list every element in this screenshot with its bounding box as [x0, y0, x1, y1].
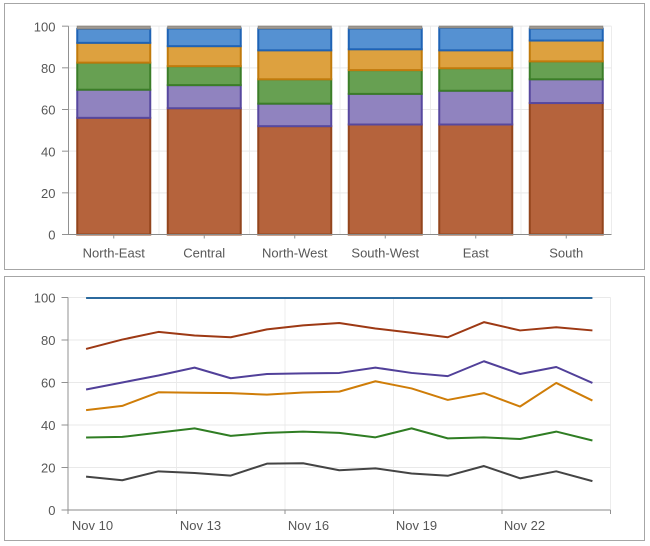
svg-text:North-East: North-East: [83, 246, 146, 261]
svg-text:40: 40: [41, 418, 55, 433]
svg-text:Nov 19: Nov 19: [396, 518, 437, 533]
svg-text:Nov 22: Nov 22: [504, 518, 545, 533]
svg-text:80: 80: [41, 61, 55, 76]
svg-text:20: 20: [41, 461, 55, 476]
svg-text:South-West: South-West: [351, 246, 419, 261]
svg-text:North-West: North-West: [262, 246, 328, 261]
svg-text:40: 40: [41, 144, 55, 159]
svg-text:100: 100: [34, 291, 56, 306]
svg-text:0: 0: [48, 503, 55, 518]
svg-text:0: 0: [48, 228, 55, 243]
svg-text:60: 60: [41, 103, 55, 118]
svg-text:Nov 10: Nov 10: [72, 518, 113, 533]
svg-text:20: 20: [41, 186, 55, 201]
svg-text:Nov 16: Nov 16: [288, 518, 329, 533]
svg-text:80: 80: [41, 333, 55, 348]
svg-text:South: South: [549, 246, 583, 261]
svg-text:East: East: [463, 246, 489, 261]
svg-text:Central: Central: [183, 246, 225, 261]
svg-text:60: 60: [41, 376, 55, 391]
svg-text:100: 100: [34, 19, 56, 34]
svg-text:Nov 13: Nov 13: [180, 518, 221, 533]
